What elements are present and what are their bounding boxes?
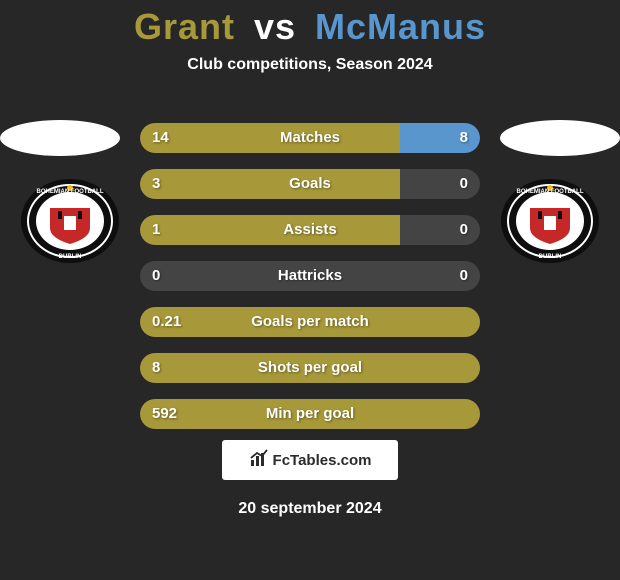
subtitle: Club competitions, Season 2024 [0,56,620,74]
stat-label: Assists [140,215,480,245]
player1-club-crest: BOHEMIAN FOOTBALL DUBLIN [20,178,120,264]
stat-row: Goals3 0 [140,169,480,199]
player1-flag [0,120,120,156]
chart-icon [249,448,269,473]
fctables-logo-text: FcTables.com [273,452,372,469]
stat-row: Goals per match0.21 [140,307,480,337]
stat-value-left: 1 [152,215,160,245]
stat-value-left: 14 [152,123,169,153]
fctables-logo[interactable]: FcTables.com [222,440,398,480]
stat-value-left: 0.21 [152,307,181,337]
stat-value-left: 3 [152,169,160,199]
stat-label: Hattricks [140,261,480,291]
comparison-title: Grant vs McManus [0,0,620,48]
player1-name: Grant [134,6,235,47]
stat-label: Matches [140,123,480,153]
svg-text:DUBLIN: DUBLIN [59,254,82,260]
stat-value-right: 0 [460,261,468,291]
svg-text:BOHEMIAN FOOTBALL: BOHEMIAN FOOTBALL [37,189,104,195]
stat-value-left: 0 [152,261,160,291]
stat-row: Matches14 8 [140,123,480,153]
stat-label: Min per goal [140,399,480,429]
stat-label: Goals [140,169,480,199]
stat-row: Min per goal592 [140,399,480,429]
stat-value-right: 0 [460,215,468,245]
stat-row: Hattricks0 0 [140,261,480,291]
vs-text: vs [254,6,296,47]
svg-text:DUBLIN: DUBLIN [539,254,562,260]
stat-row: Shots per goal8 [140,353,480,383]
stat-value-right: 0 [460,169,468,199]
stat-label: Goals per match [140,307,480,337]
snapshot-date: 20 september 2024 [0,500,620,518]
stats-container: Matches148Goals30Assists10Hattricks00Goa… [140,123,480,445]
stat-row: Assists1 0 [140,215,480,245]
player2-flag [500,120,620,156]
player2-club-crest: BOHEMIAN FOOTBALL DUBLIN [500,178,600,264]
stat-value-left: 592 [152,399,177,429]
svg-text:BOHEMIAN FOOTBALL: BOHEMIAN FOOTBALL [517,189,584,195]
stat-value-right: 8 [460,123,468,153]
stat-label: Shots per goal [140,353,480,383]
stat-value-left: 8 [152,353,160,383]
player2-name: McManus [315,6,486,47]
